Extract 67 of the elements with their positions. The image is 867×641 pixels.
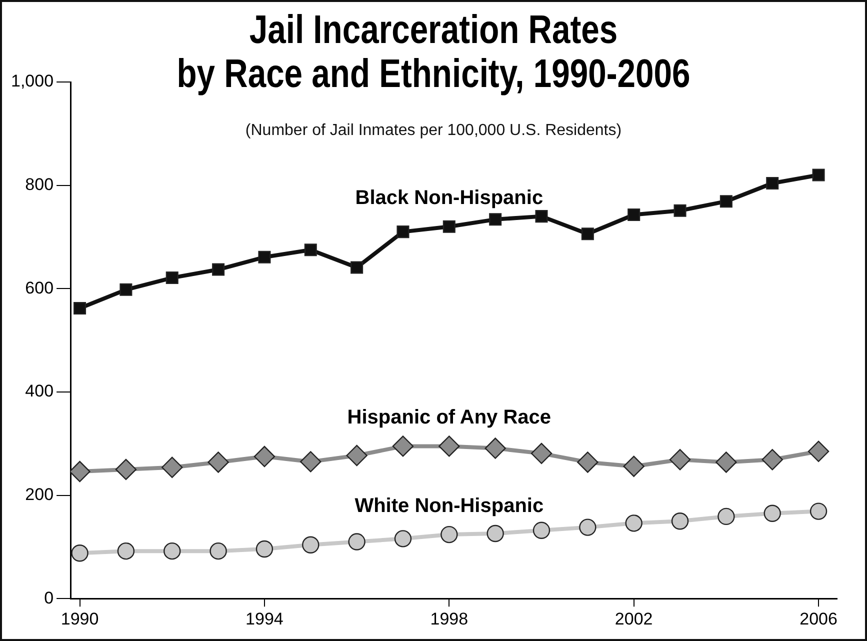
point xyxy=(625,514,642,532)
point xyxy=(70,460,90,482)
point xyxy=(532,522,550,540)
point xyxy=(115,458,137,480)
point xyxy=(716,452,737,473)
point xyxy=(535,210,548,223)
x-tick-label: 1998 xyxy=(430,609,468,628)
point xyxy=(166,272,178,284)
x-tick-label: 2002 xyxy=(614,609,653,628)
chart-title: Jail Incarceration Rates by Race and Ethnicity, 1990-2006 xyxy=(176,8,692,96)
series-label: Black Non-Hispanic xyxy=(355,187,544,210)
point xyxy=(258,250,271,264)
point xyxy=(71,544,88,562)
point xyxy=(718,508,735,526)
x-tick-label: 2006 xyxy=(800,609,838,628)
point xyxy=(484,438,506,459)
point xyxy=(208,452,229,473)
point xyxy=(766,176,779,190)
point xyxy=(669,449,691,470)
point xyxy=(581,228,594,240)
point xyxy=(808,440,830,462)
point xyxy=(623,456,644,477)
point xyxy=(164,542,181,560)
point xyxy=(440,526,458,544)
series-label: White Non-Hispanic xyxy=(354,495,544,518)
point xyxy=(256,540,274,558)
text: (Number of Jail Inmates per 100,000 U.S. Residents) xyxy=(244,122,623,140)
point xyxy=(74,302,86,315)
point xyxy=(764,504,781,522)
point xyxy=(254,446,276,468)
point xyxy=(392,436,414,457)
series-label: Hispanic of Any Race xyxy=(347,406,552,429)
point xyxy=(810,502,828,520)
point xyxy=(762,449,783,470)
point xyxy=(117,542,135,560)
point xyxy=(162,456,183,478)
point xyxy=(530,442,552,464)
point xyxy=(212,263,225,276)
point xyxy=(304,244,317,256)
point xyxy=(812,168,825,182)
point xyxy=(438,436,460,457)
y-tick-label: 1,000 xyxy=(10,72,54,91)
point xyxy=(350,261,364,274)
y-tick-label: 0 xyxy=(44,588,54,608)
point xyxy=(674,204,686,217)
point xyxy=(300,451,322,472)
y-tick-label: 600 xyxy=(25,278,54,298)
point xyxy=(348,533,366,550)
y-tick-label: 800 xyxy=(25,175,54,194)
y-tick-label: 200 xyxy=(25,484,54,504)
point xyxy=(577,452,598,473)
point xyxy=(394,530,412,548)
point xyxy=(302,536,320,554)
point xyxy=(442,220,456,233)
point xyxy=(210,542,227,560)
x-tick-label: 1990 xyxy=(60,609,99,628)
point xyxy=(120,283,132,296)
point xyxy=(720,195,732,208)
y-tick-label: 400 xyxy=(25,382,54,401)
point xyxy=(489,213,502,226)
point xyxy=(579,518,596,536)
point xyxy=(486,524,504,542)
point xyxy=(346,444,368,466)
point xyxy=(628,208,640,222)
x-tick-label: 1994 xyxy=(246,609,284,628)
point xyxy=(396,226,410,238)
point xyxy=(671,512,689,530)
